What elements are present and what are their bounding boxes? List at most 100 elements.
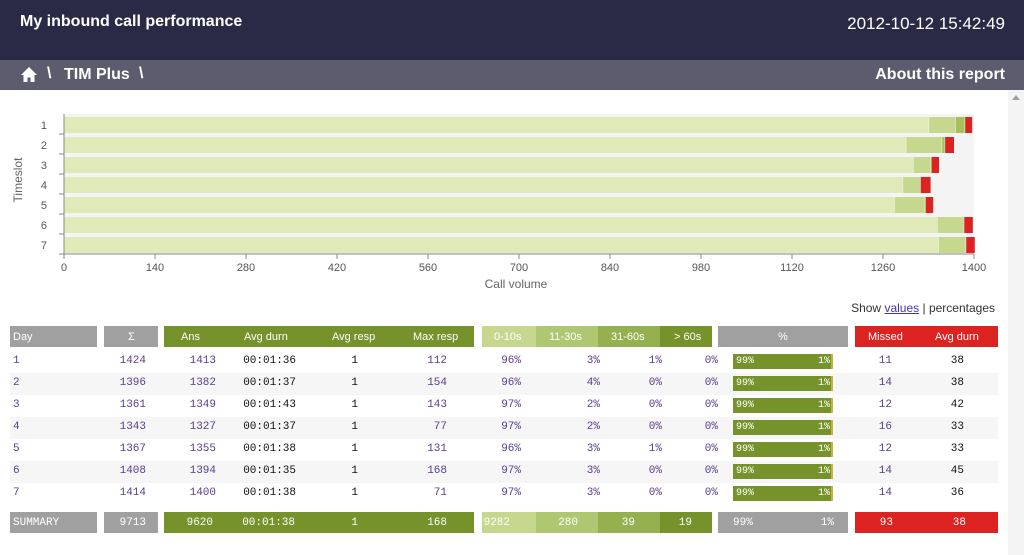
cell-avg-resp: 1 bbox=[351, 487, 358, 499]
y-tick-label: 3 bbox=[41, 160, 47, 172]
table-row: 2 1396 1382 00:01:37 1 154 96% 4% 0% 0% 14 38 99% 1% bbox=[10, 373, 998, 395]
summary-day: SUMMARY bbox=[10, 512, 97, 533]
bar-segment bbox=[964, 117, 966, 133]
cell-day[interactable]: 6 bbox=[13, 465, 20, 477]
x-tick-label: 420 bbox=[328, 262, 346, 274]
summary-missed-group: 93 38 bbox=[855, 512, 998, 533]
summary-ans-value: 9620 bbox=[186, 517, 213, 529]
pct-missed-marker bbox=[831, 486, 833, 501]
x-tick-label: 980 bbox=[692, 262, 710, 274]
summary-missed-value: 93 bbox=[879, 517, 893, 529]
cell-b2: 3% bbox=[586, 443, 600, 455]
header-bucket-0-10: 0-10s bbox=[482, 326, 536, 347]
header-avg-durn-label: Avg durn bbox=[244, 331, 288, 343]
y-axis-label: Timeslot bbox=[11, 157, 25, 203]
summary-max-resp-value: 168 bbox=[427, 517, 447, 529]
cell-b3: 1% bbox=[648, 443, 662, 455]
summary-avg-durn-value: 00:01:38 bbox=[242, 517, 295, 529]
bar-segment bbox=[64, 157, 914, 173]
cell-missed: 16 bbox=[878, 421, 892, 433]
top-header: My inbound call performance 2012-10-12 1… bbox=[0, 0, 1024, 60]
x-axis-label: Call volume bbox=[485, 277, 548, 291]
cell-day[interactable]: 4 bbox=[13, 421, 20, 433]
x-tick-label: 560 bbox=[419, 262, 437, 274]
header-day: Day bbox=[10, 326, 97, 347]
cell-missed: 14 bbox=[878, 465, 892, 477]
bar-segment bbox=[913, 157, 931, 173]
pct-missed-marker bbox=[831, 442, 833, 457]
percentage-bar: 99% 1% bbox=[733, 398, 833, 413]
cell-avg-durn: 00:01:43 bbox=[243, 399, 296, 411]
cell-avg-resp: 1 bbox=[351, 465, 358, 477]
cell-total: 1408 bbox=[119, 465, 146, 477]
cell-avg-resp: 1 bbox=[351, 443, 358, 455]
bar-segment bbox=[894, 197, 925, 213]
table-row: 7 1414 1400 00:01:38 1 71 97% 3% 0% 0% 14 36 99% 1% bbox=[10, 483, 998, 505]
bar-segment bbox=[942, 137, 945, 153]
bar-segment bbox=[925, 197, 934, 213]
cell-max-resp: 131 bbox=[427, 443, 447, 455]
cell-b3: 0% bbox=[648, 487, 662, 499]
bar-segment bbox=[964, 217, 973, 233]
summary-bucket-31-60: 39 bbox=[598, 512, 660, 533]
toggle-percentages-link[interactable]: percentages bbox=[928, 301, 995, 315]
bar-segment bbox=[906, 137, 942, 153]
percentage-bar: 99% 1% bbox=[733, 354, 833, 369]
bar-segment bbox=[929, 117, 956, 133]
bar-segment bbox=[925, 197, 927, 213]
scroll-up-arrow-icon[interactable] bbox=[1012, 95, 1020, 100]
cell-ans: 1413 bbox=[189, 355, 216, 367]
cell-b1: 96% bbox=[501, 355, 521, 367]
bar-segment bbox=[64, 117, 929, 133]
cell-day[interactable]: 7 bbox=[13, 487, 20, 499]
bar-segment bbox=[64, 217, 938, 233]
about-report-link[interactable]: About this report bbox=[875, 66, 1005, 83]
cell-missed: 11 bbox=[878, 355, 892, 367]
cell-avg-durn: 00:01:37 bbox=[243, 421, 296, 433]
pct-ans-value: 99% bbox=[736, 422, 755, 433]
cell-ans: 1327 bbox=[189, 421, 216, 433]
home-icon[interactable] bbox=[20, 66, 38, 84]
breadcrumb-separator: \ bbox=[47, 65, 52, 82]
summary-bucket-11-30: 280 bbox=[536, 512, 598, 533]
x-tick-label: 0 bbox=[61, 262, 67, 274]
y-tick-label: 4 bbox=[41, 180, 47, 192]
cell-b4: 0% bbox=[704, 443, 718, 455]
pct-missed-value: 1% bbox=[817, 356, 830, 367]
cell-day[interactable]: 3 bbox=[13, 399, 20, 411]
toggle-values-link[interactable]: values bbox=[884, 301, 920, 315]
cell-max-resp: 71 bbox=[433, 487, 447, 499]
x-tick-label: 700 bbox=[510, 262, 528, 274]
toggle-show-label: Show bbox=[851, 301, 882, 315]
bar-segment bbox=[938, 237, 966, 253]
cell-missed: 14 bbox=[878, 377, 892, 389]
cell-day[interactable]: 5 bbox=[13, 443, 20, 455]
cell-b4: 0% bbox=[704, 465, 718, 477]
cell-missed-avg-durn: 36 bbox=[950, 487, 964, 499]
header-ans-label: Ans bbox=[181, 331, 200, 343]
summary-missed-avg-durn-value: 38 bbox=[952, 517, 966, 529]
header-day-label: Day bbox=[13, 331, 33, 343]
bar-segment bbox=[64, 177, 903, 193]
cell-day[interactable]: 1 bbox=[13, 355, 20, 367]
summary-bucket-11-30-value: 280 bbox=[558, 517, 578, 529]
cell-day[interactable]: 2 bbox=[13, 377, 20, 389]
toggle-separator: | bbox=[922, 301, 926, 315]
bar-segment bbox=[965, 117, 973, 133]
summary-pct-missed-value: 1% bbox=[820, 517, 834, 529]
header-percentage-label: % bbox=[778, 331, 788, 343]
cell-missed-avg-durn: 42 bbox=[950, 399, 964, 411]
breadcrumb-item-tim-plus[interactable]: TIM Plus bbox=[64, 66, 130, 83]
pct-ans-value: 99% bbox=[736, 356, 755, 367]
cell-b1: 97% bbox=[501, 399, 521, 411]
cell-b3: 0% bbox=[648, 399, 662, 411]
percentage-bar: 99% 1% bbox=[733, 486, 833, 501]
bar-segment bbox=[944, 137, 946, 153]
pct-ans-value: 99% bbox=[736, 444, 755, 455]
summary-total: 9713 bbox=[104, 512, 158, 533]
y-tick-label: 5 bbox=[41, 200, 47, 212]
summary-bucket-0-10-value: 9282 bbox=[483, 517, 510, 529]
cell-missed-avg-durn: 38 bbox=[950, 355, 964, 367]
vertical-scrollbar[interactable] bbox=[1008, 90, 1024, 555]
cell-b4: 0% bbox=[704, 399, 718, 411]
